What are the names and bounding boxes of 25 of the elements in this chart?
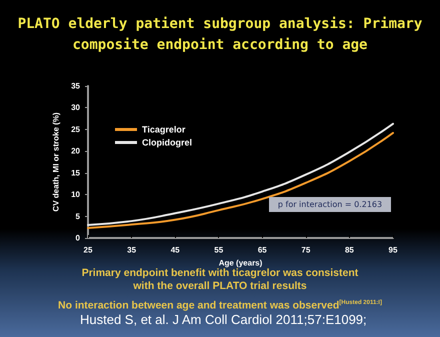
y-tick-label: 25 [71, 124, 81, 134]
legend-label: Ticagrelor [142, 124, 186, 134]
legend-label: Clopidogrel [142, 138, 192, 148]
text: No interaction between age and treatment was observed$^{[Husted 2011:I]}$ [57, 298, 383, 312]
x-tick-label: 95 [388, 246, 398, 254]
chart-title: PLATO elderly patient subgroup analysis: Primary composite endpoint according to age [16, 15, 424, 55]
y-tick-label: 35 [71, 82, 81, 90]
x-tick-label: 35 [127, 246, 137, 254]
x-tick-label: 55 [214, 246, 224, 254]
x-tick-label: 65 [258, 246, 268, 254]
text: Primary endpoint benefit with ticagrelor was consistent with the overall PLATO trial results [80, 267, 360, 293]
x-tick-label: 75 [301, 246, 311, 254]
text: Husted S, et al. J Am Coll Cardiol 2011;57:E1099; [80, 312, 367, 327]
y-axis-title: CV death, MI or stroke (%) [52, 112, 61, 212]
y-tick-label: 30 [71, 103, 81, 112]
y-tick-label: 0 [76, 234, 81, 242]
annotation: p for interaction = 0.2163 [269, 197, 391, 212]
x-tick-label: 45 [170, 246, 180, 254]
x-axis-title: Age (years) [218, 258, 263, 268]
y-tick-label: 10 [71, 190, 81, 200]
y-tick-label: 15 [71, 168, 81, 178]
x-tick-label: 25 [84, 246, 93, 254]
x-tick-label: 85 [344, 246, 354, 254]
y-tick-label: 20 [71, 146, 81, 156]
y-tick-label: 5 [76, 212, 81, 221]
